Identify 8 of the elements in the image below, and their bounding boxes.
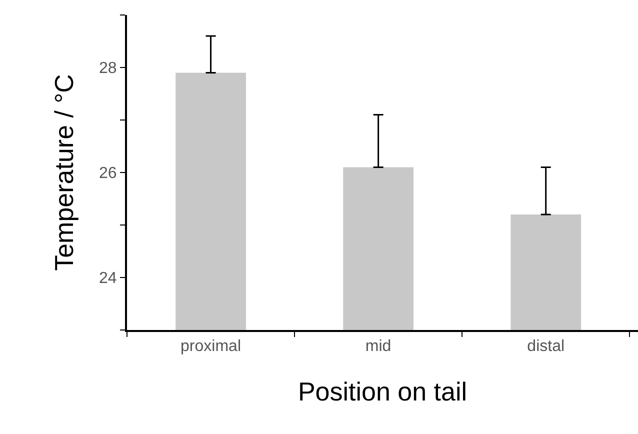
y-tick-label: 24: [99, 270, 117, 288]
x-tick-label: mid: [365, 338, 392, 356]
x-axis-title: Position on tail: [298, 376, 468, 406]
y-tick-label: 26: [99, 165, 117, 182]
x-tick-label: proximal: [180, 338, 242, 356]
y-tick-label: 28: [99, 60, 117, 78]
y-axis-title: Temperature / °C: [48, 74, 79, 271]
x-tick-label: distal: [527, 338, 565, 356]
